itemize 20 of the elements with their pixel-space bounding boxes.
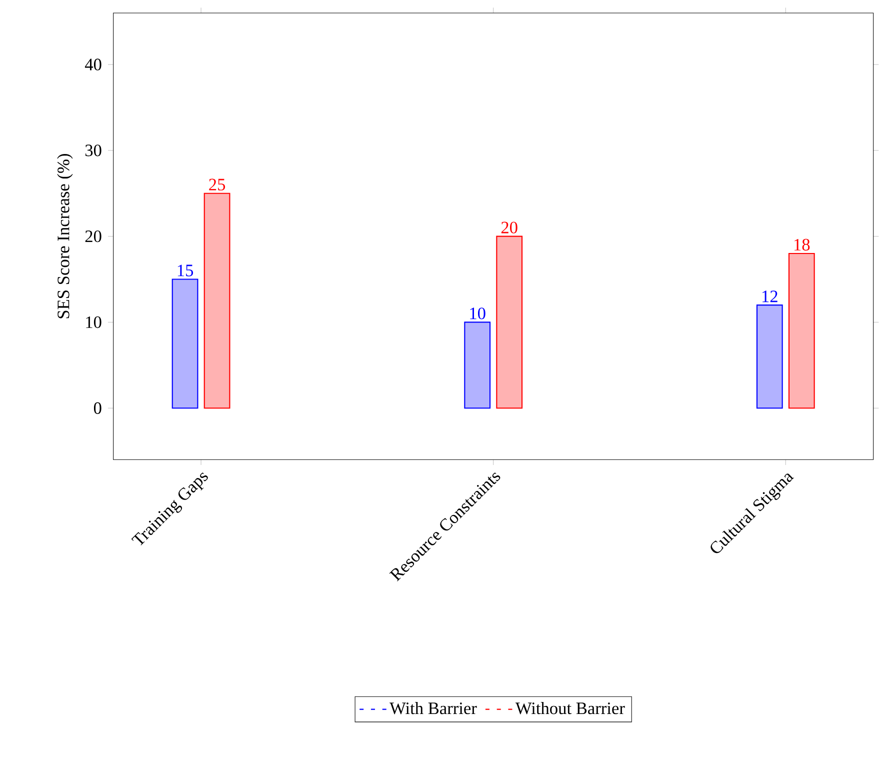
- legend-label: Without Barrier: [515, 702, 625, 714]
- data-label: 10: [470, 308, 486, 320]
- legend-label: With Barrier: [390, 702, 477, 714]
- bar: [204, 192, 230, 409]
- y-tick-label: 40: [84, 58, 102, 70]
- y-tick-label: 10: [86, 316, 102, 328]
- bar: [172, 278, 198, 409]
- data-label: 25: [209, 178, 226, 190]
- bar: [496, 236, 523, 409]
- bar: [756, 304, 783, 409]
- data-label: 20: [501, 222, 518, 234]
- data-label: 18: [794, 238, 810, 251]
- y-tick-label: 20: [85, 230, 102, 242]
- bar: [464, 322, 491, 409]
- y-tick-label: 30: [85, 144, 102, 156]
- y-axis-title: SES Score Increase (%): [57, 154, 73, 318]
- data-label: 15: [178, 264, 194, 276]
- y-tick-label: 0: [94, 402, 102, 414]
- data-label: 12: [762, 290, 778, 302]
- bar: [788, 252, 815, 409]
